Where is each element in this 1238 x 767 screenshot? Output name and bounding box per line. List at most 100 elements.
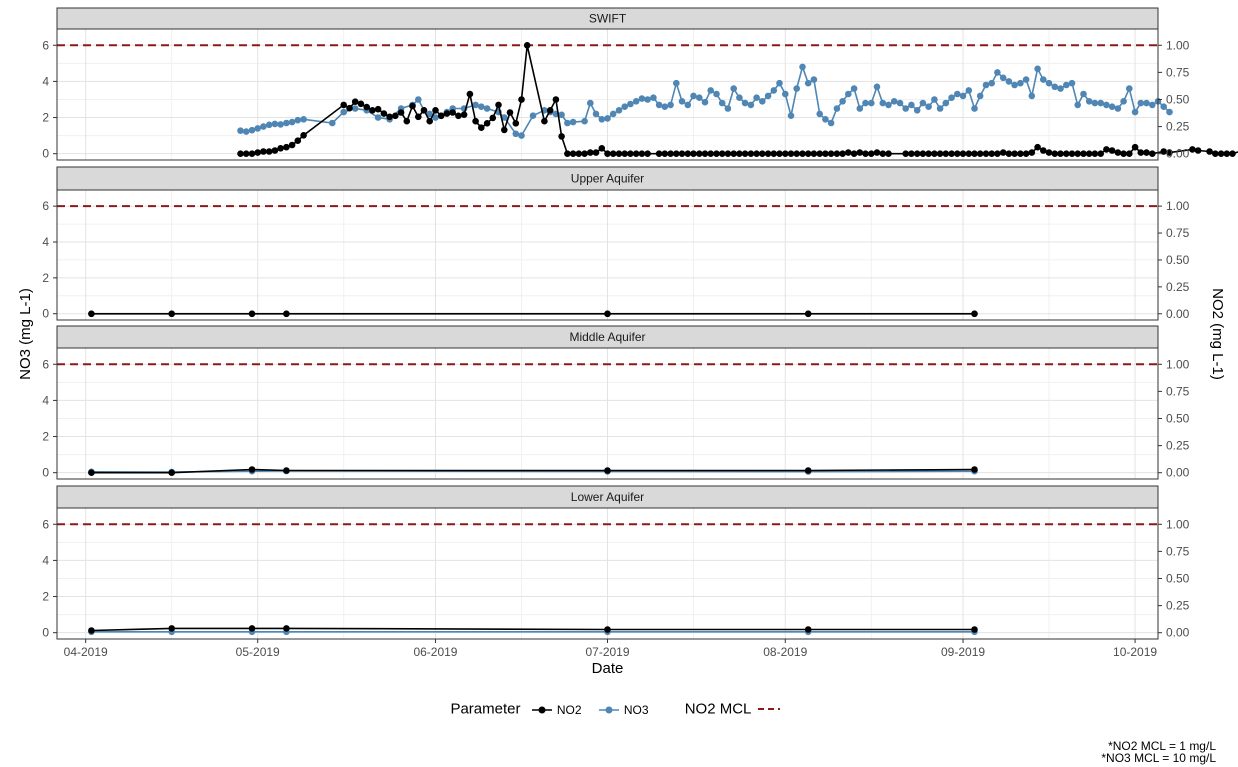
data-point-no3 <box>501 114 508 121</box>
data-point-no2 <box>988 150 995 157</box>
y2-tick-label: 0.00 <box>1166 626 1190 640</box>
data-point-no2 <box>357 100 365 108</box>
y-tick-label: 4 <box>42 393 49 407</box>
data-point-no3 <box>793 85 800 92</box>
data-point-no2 <box>655 150 663 157</box>
data-point-no3 <box>1108 103 1116 110</box>
data-point-no2 <box>340 101 348 109</box>
data-point-no2 <box>724 150 732 157</box>
data-point-no2 <box>1068 150 1076 157</box>
data-point-no3 <box>879 99 887 107</box>
data-point-no2 <box>1097 150 1104 157</box>
data-point-no3 <box>237 127 244 134</box>
data-point-no3 <box>822 116 829 123</box>
data-point-no2 <box>455 112 462 120</box>
data-point-no2 <box>1080 150 1087 157</box>
data-point-no2 <box>483 120 491 127</box>
data-point-no2 <box>644 150 651 157</box>
data-point-no2 <box>374 105 382 113</box>
data-point-no3 <box>569 118 577 126</box>
data-point-no2 <box>1074 150 1081 157</box>
x-tick-label: 08-2019 <box>763 645 807 659</box>
data-point-no3 <box>529 112 537 119</box>
data-point-no2 <box>1103 146 1110 153</box>
data-point-no3 <box>827 119 835 127</box>
data-point-no2 <box>919 150 927 157</box>
data-point-no3 <box>1120 98 1127 105</box>
data-point-no2 <box>248 150 256 157</box>
data-point-no3 <box>845 90 852 98</box>
data-point-no3 <box>1040 76 1047 83</box>
data-point-no3 <box>948 94 955 101</box>
data-point-no2 <box>564 150 571 157</box>
legend-no2-label: NO2 <box>556 702 582 717</box>
data-point-no2 <box>369 107 376 114</box>
data-point-no3 <box>271 120 279 128</box>
data-point-no3 <box>707 87 714 94</box>
data-point-no3 <box>684 101 692 109</box>
data-point-no3 <box>787 112 795 119</box>
y-tick-label: 6 <box>42 38 49 52</box>
data-point-no3 <box>254 125 261 132</box>
x-tick-label: 04-2019 <box>64 645 108 659</box>
data-point-no3 <box>1051 83 1059 91</box>
data-point-no2 <box>443 110 451 117</box>
y2-tick-label: 0.25 <box>1166 280 1190 294</box>
data-point-no2 <box>707 150 714 157</box>
data-point-no2 <box>300 132 307 139</box>
data-point-no2 <box>971 150 978 157</box>
y2-tick-label: 0.50 <box>1166 411 1190 425</box>
data-point-no2 <box>1160 148 1167 155</box>
data-point-no3 <box>1068 79 1076 87</box>
x-tick-label: 05-2019 <box>236 645 280 659</box>
data-point-no2 <box>999 149 1007 156</box>
data-point-no2 <box>885 150 892 157</box>
data-point-no2 <box>168 310 175 318</box>
data-point-no3 <box>638 95 646 102</box>
data-point-no2 <box>432 107 439 114</box>
data-point-no2 <box>1040 147 1047 154</box>
x-tick-label: 09-2019 <box>941 645 985 659</box>
legend-mcl-symbol <box>757 708 780 711</box>
data-point-no2 <box>604 310 611 318</box>
data-point-no2 <box>1212 150 1219 157</box>
data-point-no3 <box>999 74 1007 82</box>
legend: Parameter NO2 NO3 NO2 MCL <box>0 700 1238 718</box>
data-point-no3 <box>747 101 755 109</box>
data-point-no2 <box>609 150 617 157</box>
data-point-no2 <box>965 150 973 157</box>
data-point-no2 <box>804 626 812 633</box>
y-axis-title: NO3 (mg L-1) <box>17 288 34 380</box>
data-point-no3 <box>1126 85 1133 92</box>
data-point-no3 <box>890 98 898 105</box>
data-point-no3 <box>415 96 422 103</box>
data-point-no3 <box>873 83 881 91</box>
data-point-no3 <box>472 101 479 109</box>
data-point-no3 <box>736 94 743 101</box>
data-point-no2 <box>1022 150 1030 157</box>
data-point-no3 <box>959 92 967 100</box>
data-point-no2 <box>552 96 560 103</box>
data-point-no3 <box>850 85 858 92</box>
data-point-no2 <box>1011 150 1018 157</box>
data-point-no2 <box>1017 150 1024 157</box>
data-point-no3 <box>1103 101 1110 109</box>
data-point-no2 <box>1091 150 1099 157</box>
data-point-no2 <box>925 150 932 157</box>
data-point-no2 <box>833 150 841 157</box>
data-point-no3 <box>919 99 927 107</box>
data-point-no2 <box>1114 149 1122 156</box>
data-point-no2 <box>696 150 703 157</box>
data-point-no2 <box>1028 149 1036 156</box>
data-point-no3 <box>862 99 869 107</box>
data-point-no3 <box>288 118 296 126</box>
data-point-no2 <box>850 150 858 157</box>
legend-mcl-label: NO2 MCL <box>684 700 752 718</box>
y2-tick-label: 1.00 <box>1166 38 1190 52</box>
data-point-no3 <box>1080 90 1087 98</box>
data-point-no3 <box>1091 99 1099 107</box>
data-point-no2 <box>845 149 852 156</box>
y-tick-label: 2 <box>42 271 49 285</box>
data-point-no2 <box>242 150 250 157</box>
data-point-no3 <box>976 92 984 100</box>
